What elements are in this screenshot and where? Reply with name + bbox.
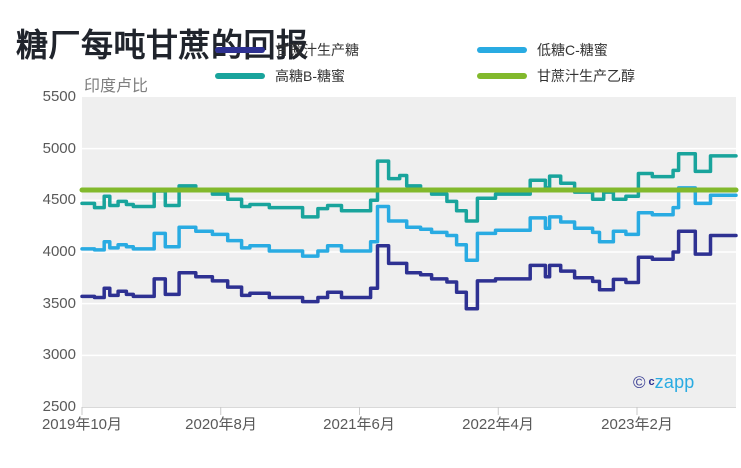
y-axis-tick-label: 5500 [42,88,76,105]
y-axis-tick-label: 4500 [42,191,76,208]
y-axis-tick-label: 2500 [42,398,76,415]
x-axis-tick-label: 2021年6月 [323,416,395,433]
c-molasses-line-swatch [477,47,527,53]
legend-item-b-molasses[interactable]: 高糖B-糖蜜 [215,68,359,84]
legend-item-sugar[interactable]: 甘蔗汁生产糖 [215,42,359,58]
y-axis-tick-label: 5000 [42,140,76,157]
y-axis-unit-label: 印度卢比 [84,78,149,95]
legend-label-c-molasses: 低糖C-糖蜜 [537,42,608,58]
legend-item-c-molasses[interactable]: 低糖C-糖蜜 [477,42,635,58]
series-line-高糖B-糖蜜 [80,152,738,223]
y-axis-tick-label: 3000 [42,346,76,363]
legend-label-b-molasses: 高糖B-糖蜜 [275,68,345,84]
czapp-wordmark: czapp [648,372,695,392]
y-axis-tick-label: 3500 [42,295,76,312]
copyright-icon: © [633,372,646,392]
x-axis-tick-label: 2020年8月 [185,416,257,433]
x-axis-tick-label: 2023年2月 [601,416,673,433]
czapp-logo[interactable]: © czapp [633,372,695,393]
b-molasses-line-swatch [215,73,265,79]
series-line-低糖C-糖蜜 [80,186,738,263]
chart-title: 糖厂每吨甘蔗的回报 [16,27,309,63]
sugar-line-swatch [215,47,265,53]
ethanol-line-swatch [477,73,527,79]
legend-item-ethanol[interactable]: 甘蔗汁生产乙醇 [477,68,635,84]
x-axis-tick-label: 2019年10月 [41,416,123,433]
y-axis-tick-label: 4000 [42,243,76,260]
legend-label-ethanol: 甘蔗汁生产乙醇 [537,68,635,84]
legend-label-sugar: 甘蔗汁生产糖 [275,42,359,58]
legend: 甘蔗汁生产糖 低糖C-糖蜜 高糖B-糖蜜 甘蔗汁生产乙醇 [215,42,635,84]
series-line-甘蔗汁生产糖 [80,229,738,311]
x-axis-tick-label: 2022年4月 [462,416,534,433]
